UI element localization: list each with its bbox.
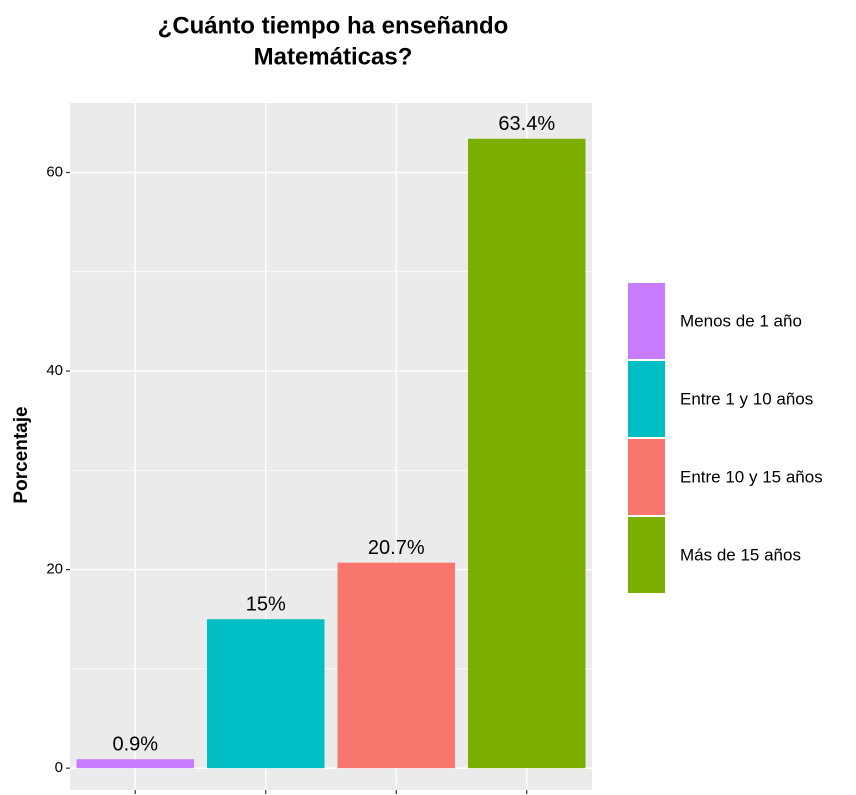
chart-title: ¿Cuánto tiempo ha enseñando (158, 12, 509, 39)
bar (337, 562, 455, 769)
value-label: 63.4% (498, 113, 555, 135)
legend-key (628, 283, 665, 359)
y-tick-label: 20 (46, 561, 63, 578)
value-label: 15% (246, 594, 286, 616)
legend-key (628, 361, 665, 437)
value-label: 20.7% (368, 537, 425, 559)
legend-label: Entre 1 y 10 años (680, 389, 813, 408)
y-tick-label: 60 (46, 163, 63, 180)
bar (468, 138, 586, 769)
y-tick-label: 40 (46, 362, 63, 379)
legend-key (628, 439, 665, 515)
legend-key (628, 517, 665, 593)
y-axis-label: Porcentaje (11, 406, 32, 503)
bar (207, 619, 325, 769)
value-label: 0.9% (112, 734, 158, 756)
legend-label: Más de 15 años (680, 545, 801, 564)
y-tick-label: 0 (55, 759, 63, 776)
bar (76, 759, 194, 769)
legend-label: Menos de 1 año (680, 311, 802, 330)
legend-label: Entre 10 y 15 años (680, 467, 823, 486)
chart-title: Matemáticas? (254, 43, 413, 70)
